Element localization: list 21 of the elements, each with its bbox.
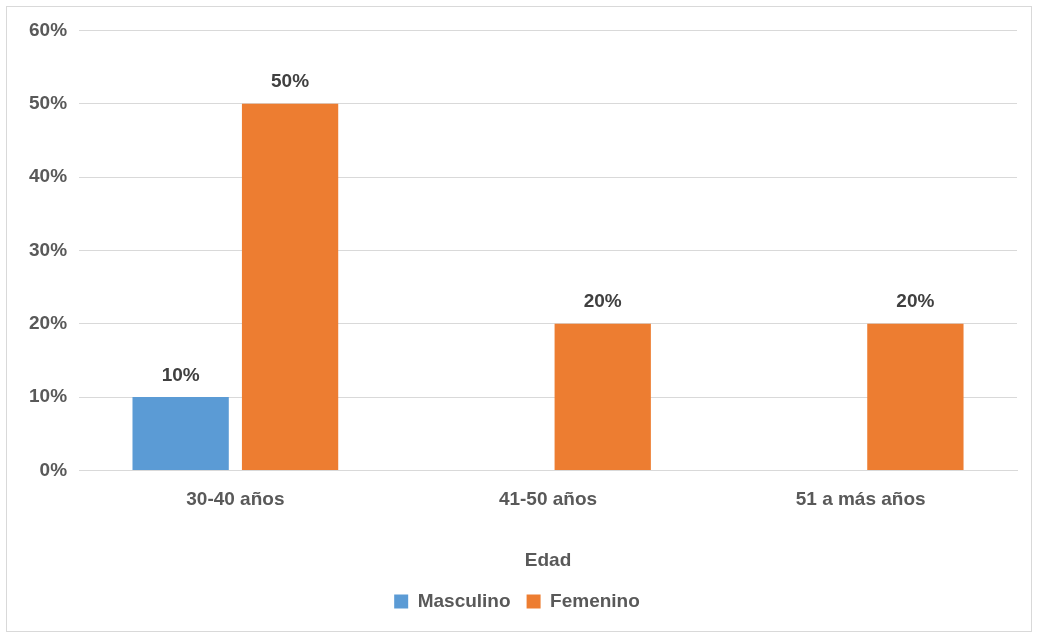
x-tick-label: 51 a más años <box>795 488 926 510</box>
data-label: 20% <box>896 290 935 312</box>
x-tick-label: 41-50 años <box>498 488 598 510</box>
bar <box>241 103 339 470</box>
bar <box>554 323 651 470</box>
y-tick-label: 10% <box>29 385 68 407</box>
y-tick-label: 40% <box>29 165 68 187</box>
legend-label: Femenino <box>550 589 640 611</box>
data-label: 50% <box>271 70 310 92</box>
x-axis-title: Edad <box>524 548 572 570</box>
y-tick-label: 0% <box>39 458 68 480</box>
y-tick-label: 50% <box>29 91 68 113</box>
y-tick-label: 20% <box>29 311 68 333</box>
x-tick-label: 30-40 años <box>186 488 285 510</box>
data-label: 20% <box>583 290 622 312</box>
y-tick-label: 30% <box>29 238 68 260</box>
data-label: 10% <box>161 363 200 385</box>
y-tick-label: 60% <box>29 18 68 40</box>
bar <box>867 323 964 470</box>
bar <box>132 397 229 470</box>
legend-label: Masculino <box>417 589 511 611</box>
